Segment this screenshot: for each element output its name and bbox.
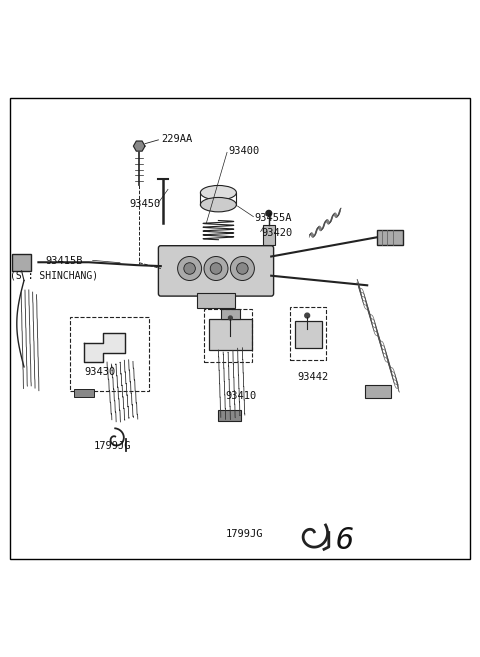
Circle shape [266, 210, 272, 216]
Text: 93400: 93400 [228, 146, 259, 156]
Bar [295, 321, 322, 348]
Bar [365, 384, 391, 398]
Bar [209, 319, 252, 350]
Circle shape [228, 316, 232, 320]
Bar [377, 230, 403, 244]
Bar [263, 225, 275, 244]
Bar [221, 309, 240, 319]
Text: 93450: 93450 [130, 198, 161, 209]
Text: 93455A: 93455A [254, 213, 292, 223]
Circle shape [230, 256, 254, 281]
Text: 93410: 93410 [226, 391, 257, 401]
Bar [197, 293, 235, 308]
Text: 1799JG: 1799JG [226, 529, 263, 539]
Ellipse shape [201, 198, 236, 212]
Bar [290, 307, 326, 359]
Bar [70, 317, 149, 391]
Circle shape [204, 256, 228, 281]
Circle shape [184, 263, 195, 274]
Bar [74, 389, 94, 397]
Text: 229AA: 229AA [161, 134, 192, 144]
Text: 93430: 93430 [84, 367, 115, 376]
Text: 93415B: 93415B [46, 256, 83, 266]
Bar [218, 410, 241, 420]
Text: 1799JG: 1799JG [94, 441, 131, 451]
Circle shape [210, 263, 222, 274]
Circle shape [178, 256, 202, 281]
Ellipse shape [201, 185, 236, 200]
Text: (S : SHINCHANG): (S : SHINCHANG) [10, 271, 98, 281]
Text: 93442: 93442 [298, 371, 329, 382]
Bar [204, 309, 252, 362]
Bar [12, 254, 31, 271]
Text: 6: 6 [336, 526, 354, 555]
FancyBboxPatch shape [158, 246, 274, 296]
Circle shape [237, 263, 248, 274]
Circle shape [305, 313, 310, 318]
Polygon shape [84, 333, 125, 362]
Polygon shape [133, 141, 145, 151]
Text: 93420: 93420 [262, 227, 293, 237]
